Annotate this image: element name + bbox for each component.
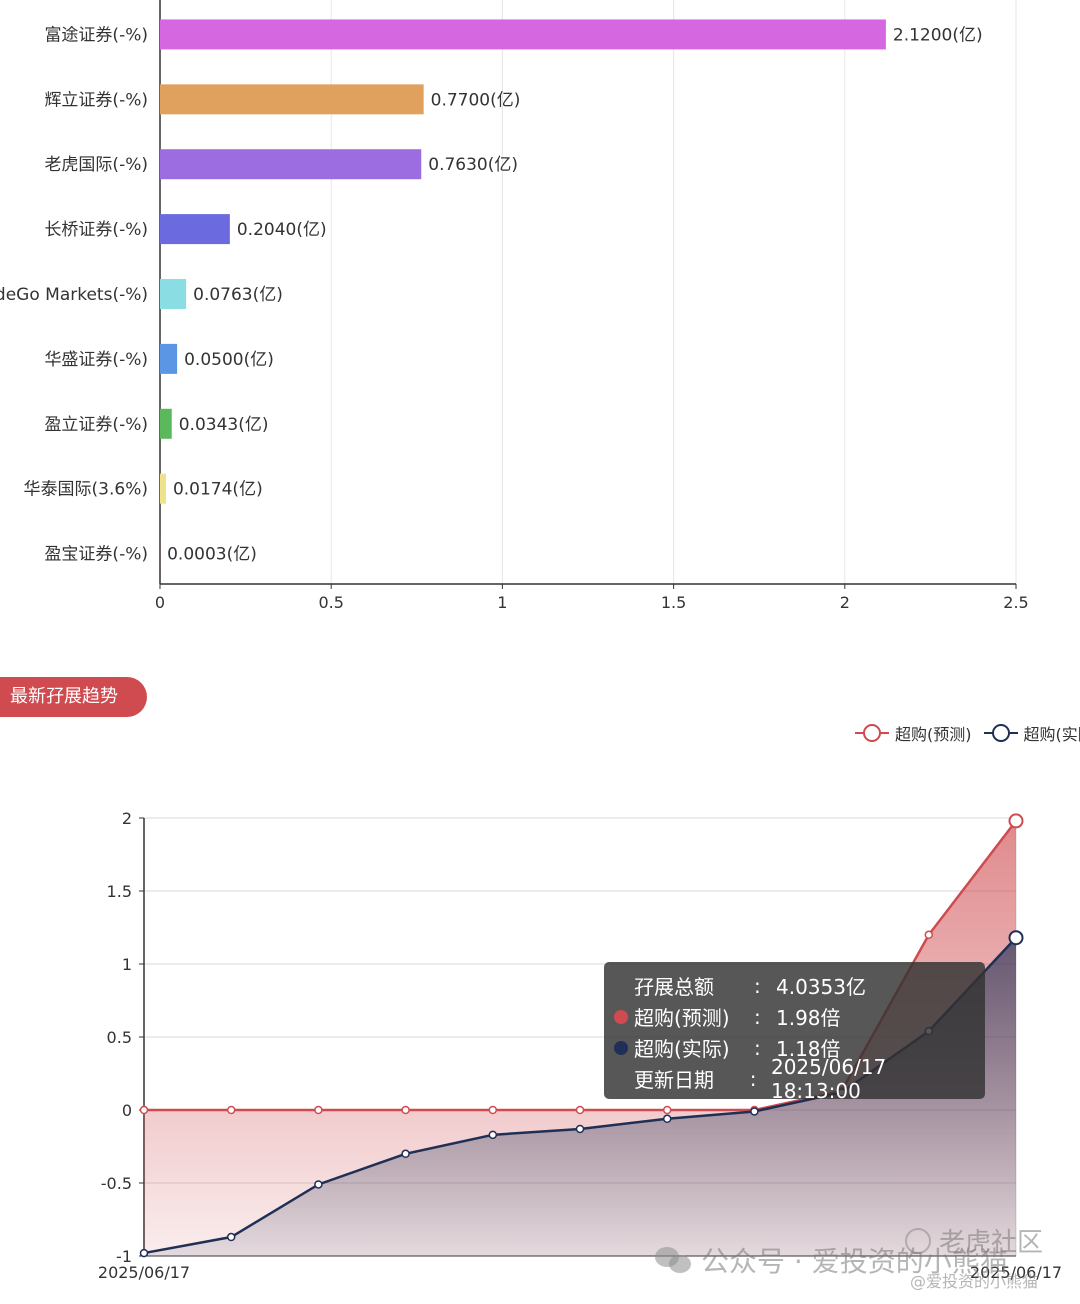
tooltip-date-value: 2025/06/17 18:13:00 bbox=[770, 1054, 887, 1103]
tooltip-total-label: 孖展总额 bbox=[634, 975, 714, 999]
series-point bbox=[750, 1107, 759, 1116]
bar-x-tick-label: 1 bbox=[497, 593, 507, 612]
bar-value-label: 0.7630(亿) bbox=[428, 155, 518, 175]
series-point bbox=[488, 1130, 498, 1140]
bar-x-tick-label: 1.5 bbox=[661, 593, 686, 612]
section-title-pill: 最新孖展趋势 bbox=[0, 677, 147, 717]
tooltip-actual-label: 超购(实际) bbox=[634, 1037, 730, 1061]
series-point bbox=[226, 1232, 236, 1242]
bar-x-tick-label: 2 bbox=[840, 593, 850, 612]
series-point bbox=[226, 1105, 236, 1115]
series-point bbox=[401, 1105, 410, 1115]
bar-category-label: 辉立证券(-%) bbox=[44, 90, 148, 110]
series-point bbox=[139, 1248, 149, 1258]
bar bbox=[160, 279, 187, 309]
legend-item-actual[interactable]: 超购(实际) bbox=[983, 721, 1080, 745]
line-x-end-label: 2025/06/17 bbox=[970, 1263, 1062, 1282]
bar bbox=[160, 214, 230, 245]
line-y-tick-label: -1 bbox=[116, 1247, 132, 1266]
series-point bbox=[662, 1105, 672, 1115]
chart-tooltip: 孖展总额 : 4.0353亿 超购(预测) : 1.98倍 超购(实际) : 1… bbox=[604, 962, 985, 1103]
bar-category-label: 老虎国际(-%) bbox=[44, 155, 148, 175]
tooltip-row-date: 更新日期 : 2025/06/17 18:13:00 bbox=[614, 1055, 975, 1103]
tooltip-row-total: 孖展总额 : 4.0353亿 bbox=[614, 970, 975, 1001]
bar-x-tick-label: 0 bbox=[155, 593, 165, 612]
legend-forecast-symbol bbox=[855, 723, 889, 743]
bar bbox=[160, 149, 422, 180]
bar bbox=[160, 84, 424, 115]
tooltip-actual-dot bbox=[614, 1040, 628, 1055]
bar-x-tick-label: 0.5 bbox=[318, 593, 343, 612]
bar bbox=[160, 473, 166, 504]
series-area bbox=[144, 937, 1016, 1256]
series-point bbox=[314, 1105, 323, 1115]
line-y-tick-label: 0.5 bbox=[107, 1028, 132, 1047]
tooltip-forecast-dot bbox=[614, 1009, 628, 1024]
line-y-tick-label: 2 bbox=[122, 809, 132, 828]
series-point bbox=[401, 1149, 410, 1159]
bar-category-label: TradeGo Markets(-%) bbox=[0, 285, 148, 305]
series-point bbox=[575, 1105, 585, 1115]
bar-value-label: 2.1200(亿) bbox=[893, 25, 983, 45]
legend: 超购(预测) 超购(实际) bbox=[855, 716, 1080, 750]
line-y-tick-label: 1.5 bbox=[107, 882, 132, 901]
line-y-tick-label: -0.5 bbox=[101, 1174, 132, 1193]
line-y-tick-label: 0 bbox=[122, 1101, 132, 1120]
series-point bbox=[488, 1105, 498, 1115]
tooltip-actual-value: 1.18倍 bbox=[776, 1037, 841, 1061]
bar bbox=[160, 19, 886, 50]
bar-category-label: 长桥证券(-%) bbox=[44, 220, 148, 240]
bar-category-label: 盈宝证券(-%) bbox=[44, 545, 148, 565]
legend-item-forecast[interactable]: 超购(预测) bbox=[855, 721, 972, 745]
line-y-tick-label: 1 bbox=[122, 955, 132, 974]
line-x-start-label: 2025/06/17 bbox=[98, 1263, 190, 1282]
legend-actual-label: 超购(实际) bbox=[1023, 725, 1080, 744]
bar-value-label: 0.0500(亿) bbox=[184, 350, 274, 370]
series-point bbox=[139, 1105, 149, 1115]
series-point bbox=[662, 1114, 672, 1124]
bar-chart: 0 0.5 1 1.5 2 2.5 富途证券(-%) 2.1200(亿) 辉立证券(-%) 0.7… bbox=[0, 0, 1029, 612]
tooltip-date-label: 更新日期 bbox=[634, 1068, 714, 1092]
bar-category-label: 华泰国际(3.6%) bbox=[24, 480, 148, 500]
bar-category-label: 华盛证券(-%) bbox=[44, 350, 148, 370]
tooltip-separator: : bbox=[749, 1066, 757, 1091]
bar-value-label: 0.0174(亿) bbox=[173, 480, 263, 500]
bar-x-tick-label: 2.5 bbox=[1003, 593, 1028, 612]
series-point bbox=[924, 930, 934, 940]
tooltip-row-forecast: 超购(预测) : 1.98倍 bbox=[614, 1001, 975, 1032]
bar-value-label: 0.2040(亿) bbox=[237, 220, 327, 240]
tooltip-forecast-value: 1.98倍 bbox=[776, 1006, 841, 1030]
bar-category-label: 盈立证券(-%) bbox=[44, 415, 148, 435]
tooltip-row-actual: 超购(实际) : 1.18倍 bbox=[614, 1032, 975, 1063]
bar-value-label: 0.0763(亿) bbox=[193, 285, 283, 305]
series-point bbox=[314, 1180, 323, 1189]
tooltip-separator: : bbox=[754, 1035, 761, 1060]
bar-value-label: 0.0343(亿) bbox=[179, 415, 269, 435]
bar-category-label: 富途证券(-%) bbox=[44, 25, 148, 45]
tooltip-separator: : bbox=[754, 973, 761, 998]
bar-value-label: 0.0003(亿) bbox=[167, 545, 257, 565]
bar-value-label: 0.7700(亿) bbox=[431, 90, 521, 110]
series-point bbox=[1008, 930, 1024, 946]
tooltip-forecast-label: 超购(预测) bbox=[634, 1006, 730, 1030]
series-point bbox=[575, 1124, 585, 1134]
series-point bbox=[1008, 813, 1024, 829]
bar bbox=[160, 408, 172, 439]
bar bbox=[160, 343, 178, 374]
tooltip-separator: : bbox=[754, 1004, 761, 1029]
tooltip-total-value: 4.0353亿 bbox=[776, 975, 866, 999]
legend-forecast-label: 超购(预测) bbox=[895, 725, 972, 744]
legend-actual-symbol bbox=[983, 723, 1018, 743]
